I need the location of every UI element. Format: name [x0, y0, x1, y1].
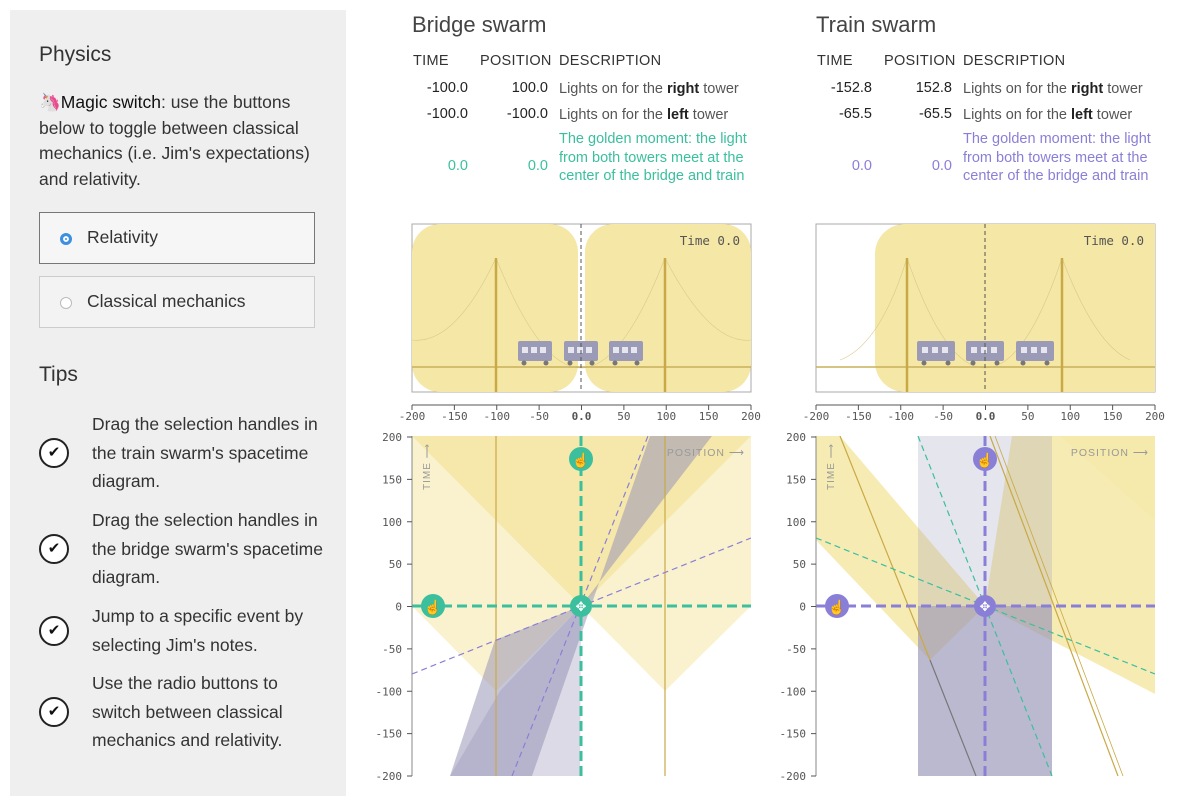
radio-selected-icon[interactable] — [60, 233, 72, 245]
train-swarm-title: Train swarm — [816, 12, 937, 37]
left-light-cone — [816, 436, 985, 660]
column-position-header: POSITION — [884, 53, 956, 69]
checkmark-icon[interactable]: ✔ — [39, 697, 69, 727]
x-tick-label: 100 — [656, 410, 676, 423]
y-tick-label: -200 — [376, 770, 403, 783]
train-scene: Time 0.0 — [815, 223, 1156, 393]
hand-pointer-icon: ☝ — [424, 598, 441, 616]
train-spacetime-diagram: 200 150 100 50 0 -50 -100 -150 -200 TIME ⟶ POSIT… — [780, 431, 1155, 783]
bridge-note-left-tower[interactable]: -100.0 -100.0 Lights on for the left tow… — [426, 106, 729, 123]
y-tick-label: 100 — [786, 516, 806, 529]
move-icon: ✥ — [576, 599, 587, 614]
y-tick-label: 50 — [389, 558, 402, 571]
checkmark-icon[interactable]: ✔ — [39, 438, 69, 468]
position-handle[interactable]: ☝ — [825, 594, 849, 618]
x-tick-label: -50 — [529, 410, 549, 423]
x-tick-label: -100 — [888, 410, 915, 423]
y-tick-label: 50 — [793, 558, 806, 571]
y-tick-label: -50 — [786, 643, 806, 656]
y-tick-label: -50 — [382, 643, 402, 656]
time-handle[interactable]: ☝ — [569, 447, 593, 471]
radio-classical-label: Classical mechanics — [87, 291, 246, 311]
y-tick-label: 200 — [786, 431, 806, 444]
y-tick-label: 150 — [786, 473, 806, 486]
radio-unselected-icon[interactable] — [60, 297, 72, 309]
x-tick-label: -50 — [933, 410, 953, 423]
x-tick-label: -200 — [399, 410, 426, 423]
column-description-header: DESCRIPTION — [963, 53, 1066, 69]
x-tick-label: -200 — [803, 410, 830, 423]
y-tick-label: -150 — [780, 728, 807, 741]
hand-pointer-icon: ☝ — [828, 598, 845, 616]
x-tick-label: 0.0 — [572, 410, 592, 423]
bridge-swarm-title: Bridge swarm — [412, 12, 547, 37]
position-axis-label: POSITION ⟶ — [1071, 447, 1149, 459]
right-light-cone — [985, 436, 1155, 694]
hand-pointer-icon: ☝ — [976, 451, 993, 469]
bridge-scene: Time 0.0 — [411, 223, 752, 393]
bridge-visualization: Time 0.0 -200 -150 -100 -50 0.0 50 100 150 200 2… — [376, 223, 761, 783]
y-tick-label: 0 — [799, 601, 806, 614]
position-handle[interactable]: ☝ — [421, 594, 445, 618]
train-icon — [518, 341, 643, 366]
magic-switch-intro: 🦄Magic switch: use the buttons below to … — [39, 92, 310, 189]
event-drag-handle[interactable]: ✥ — [570, 595, 592, 617]
x-tick-label: -100 — [484, 410, 511, 423]
train-note-golden-moment[interactable]: 0.0 0.0 The golden moment: the light fro… — [851, 131, 1151, 184]
time-axis-label: TIME ⟶ — [422, 443, 433, 490]
y-tick-label: -100 — [780, 685, 807, 698]
time-handle[interactable]: ☝ — [973, 447, 997, 471]
y-tick-label: -150 — [376, 728, 403, 741]
light-region-right — [950, 224, 1155, 392]
y-tick-label: -200 — [780, 770, 807, 783]
y-tick-label: 100 — [382, 516, 402, 529]
radio-classical-mechanics[interactable]: Classical mechanics — [39, 276, 315, 328]
x-tick-label: 50 — [617, 410, 630, 423]
x-tick-label: 150 — [699, 410, 719, 423]
column-position-header: POSITION — [480, 53, 552, 69]
x-tick-label: -150 — [441, 410, 468, 423]
bridge-note-right-tower[interactable]: -100.0 100.0 Lights on for the right tow… — [426, 80, 739, 97]
y-tick-label: 150 — [382, 473, 402, 486]
sidebar: Physics 🦄Magic switch: use the buttons b… — [10, 10, 346, 796]
event-drag-handle[interactable]: ✥ — [974, 595, 996, 617]
physics-heading: Physics — [39, 43, 112, 66]
left-tower-worldline — [839, 436, 931, 661]
radio-relativity[interactable]: Relativity — [39, 212, 315, 264]
hand-pointer-icon: ☝ — [572, 451, 589, 469]
bridge-time-readout: Time 0.0 — [680, 233, 740, 248]
y-tick-label: 0 — [395, 601, 402, 614]
bridge-spacetime-diagram: 200 150 100 50 0 -50 -100 -150 -200 TIME ⟶ POSIT… — [376, 431, 751, 783]
train-x-axis: -200 -150 -100 -50 0.0 50 100 150 200 — [803, 404, 1165, 423]
train-time-readout: Time 0.0 — [1084, 233, 1144, 248]
checkmark-icon[interactable]: ✔ — [39, 534, 69, 564]
position-axis-label: POSITION ⟶ — [667, 447, 745, 459]
time-axis-label: TIME ⟶ — [826, 443, 837, 490]
y-tick-label: -100 — [376, 685, 403, 698]
column-time-header: TIME — [413, 53, 449, 69]
y-tick-label: 200 — [382, 431, 402, 444]
train-note-right-tower[interactable]: -152.8 152.8 Lights on for the right tow… — [830, 80, 1143, 97]
x-tick-label: 0.0 — [976, 410, 996, 423]
x-tick-label: 200 — [1145, 410, 1165, 423]
x-tick-label: -150 — [845, 410, 872, 423]
column-time-header: TIME — [817, 53, 853, 69]
x-tick-label: 150 — [1103, 410, 1123, 423]
train-note-left-tower[interactable]: -65.5 -65.5 Lights on for the left tower — [838, 106, 1133, 123]
magic-switch-label: Magic switch — [60, 92, 161, 112]
x-tick-label: 50 — [1021, 410, 1034, 423]
bridge-x-axis: -200 -150 -100 -50 0.0 50 100 150 200 — [399, 404, 761, 423]
train-icon — [917, 341, 1054, 366]
move-icon: ✥ — [980, 599, 991, 614]
radio-relativity-label: Relativity — [87, 227, 158, 247]
right-tower-worldline — [989, 436, 1119, 776]
bridge-note-golden-moment[interactable]: 0.0 0.0 The golden moment: the light fro… — [447, 131, 747, 184]
tips-heading: Tips — [39, 363, 78, 386]
x-tick-label: 100 — [1060, 410, 1080, 423]
unicorn-icon: 🦄 — [39, 92, 61, 112]
x-tick-label: 200 — [741, 410, 761, 423]
train-visualization: Time 0.0 -200 -150 -100 -50 0.0 50 100 150 200 2… — [780, 223, 1165, 783]
checkmark-icon[interactable]: ✔ — [39, 616, 69, 646]
column-description-header: DESCRIPTION — [559, 53, 662, 69]
